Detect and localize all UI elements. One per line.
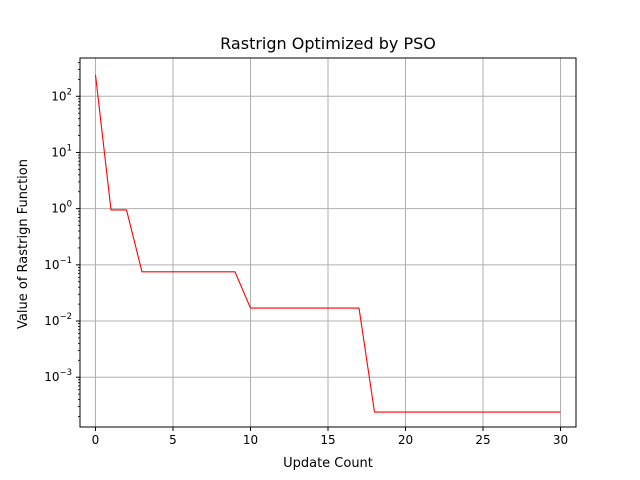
x-tick-label: 15: [320, 433, 335, 447]
series-line: [94, 74, 561, 413]
y-tick-label: 100: [51, 200, 72, 216]
x-tick-label: 5: [169, 433, 177, 447]
x-tick-label: 20: [398, 433, 413, 447]
x-tick-label: 30: [553, 433, 568, 447]
y-tick-label: 102: [51, 87, 72, 103]
x-tick-label: 0: [92, 433, 100, 447]
grid: [80, 58, 576, 427]
x-axis-label: Update Count: [283, 456, 373, 471]
y-tick-label: 10−1: [44, 256, 72, 272]
series-layer: [94, 74, 561, 413]
y-axis-label: Value of Rastrign Function: [16, 159, 31, 329]
y-tick-label: 10−3: [44, 368, 72, 384]
y-tick-label: 101: [51, 143, 72, 159]
chart-title: Rastrign Optimized by PSO: [220, 34, 436, 53]
y-tick-label: 10−2: [44, 312, 72, 328]
x-tick-label: 25: [475, 433, 490, 447]
x-tick-label: 10: [243, 433, 258, 447]
ticks: 0 5 10 15 20 25 30 10−3 10−2 10−1 100 101 102: [44, 62, 568, 447]
